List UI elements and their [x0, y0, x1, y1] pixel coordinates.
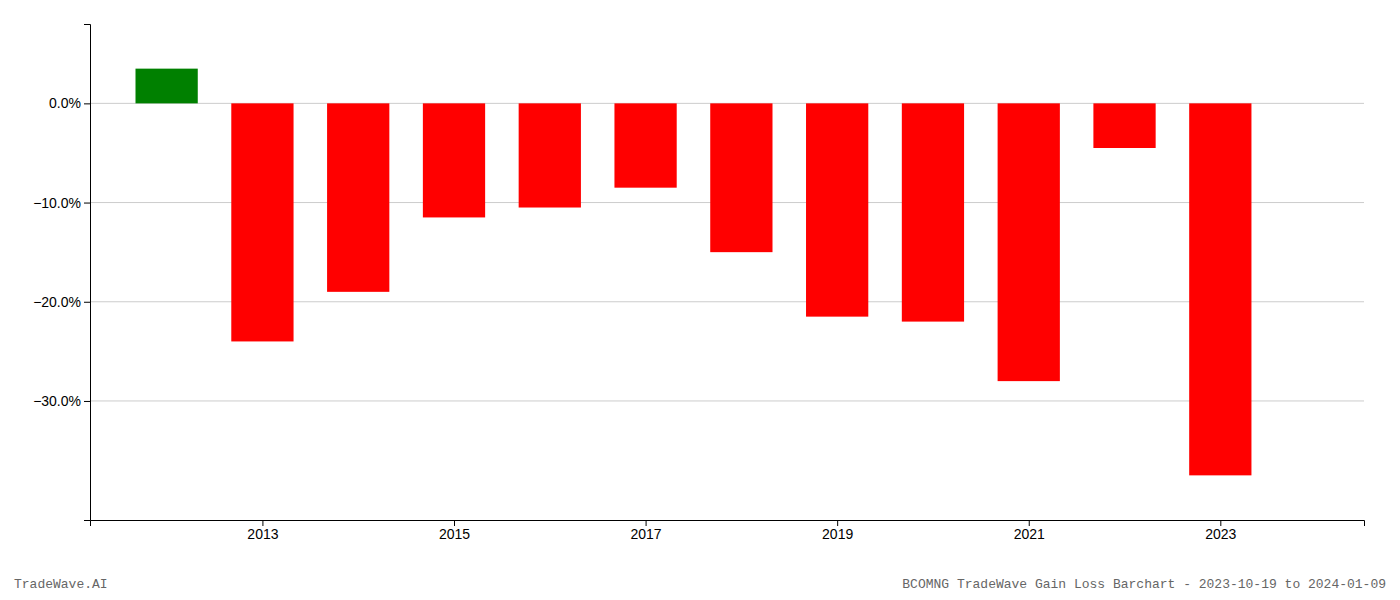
bar [423, 103, 485, 217]
x-tick-label: 2021 [1014, 526, 1045, 542]
x-tick-label: 2019 [822, 526, 853, 542]
x-tick: 2017 [631, 520, 662, 542]
x-tick: 2019 [822, 520, 853, 542]
x-tick: 2021 [1014, 520, 1045, 542]
y-tick-mark [84, 401, 90, 402]
y-tick: −10.0% [33, 195, 90, 211]
x-axis-line [91, 521, 1365, 527]
y-tick-label: −20.0% [33, 294, 81, 310]
bar [1093, 103, 1155, 148]
y-tick-mark [84, 203, 90, 204]
x-tick-label: 2023 [1205, 526, 1236, 542]
y-tick-label: −10.0% [33, 195, 81, 211]
grid-line [90, 400, 1364, 401]
y-axis: 0.0% −10.0% −20.0% −30.0% [33, 25, 90, 521]
chart: 2013 2015 2017 2019 2021 2023 0.0% −10.0% −20.0%… [0, 0, 1400, 600]
bar [519, 103, 581, 207]
x-tick: 2013 [247, 520, 278, 542]
bar [614, 103, 676, 187]
bar [136, 69, 198, 104]
y-axis-line [84, 25, 91, 521]
footer-text: TradeWave.AI [14, 577, 108, 592]
bar [1189, 103, 1251, 475]
x-tick-label: 2015 [439, 526, 470, 542]
y-tick: −30.0% [33, 393, 90, 409]
x-axis: 2013 2015 2017 2019 2021 2023 [91, 520, 1365, 542]
footer: TradeWave.AI BCOMNG TradeWave Gain Loss B… [14, 577, 1386, 592]
y-tick-mark [84, 103, 90, 104]
y-tick: −20.0% [33, 294, 90, 310]
x-tick: 2023 [1205, 520, 1236, 542]
plot-area [136, 69, 1252, 476]
x-tick-label: 2013 [247, 526, 278, 542]
bar [998, 103, 1060, 381]
bar [327, 103, 389, 291]
bar [902, 103, 964, 321]
bar [710, 103, 772, 252]
y-tick: 0.0% [49, 95, 90, 111]
bar [806, 103, 868, 316]
x-tick-label: 2017 [631, 526, 662, 542]
footer-text: BCOMNG TradeWave Gain Loss Barchart - 20… [902, 577, 1386, 592]
bar [231, 103, 293, 341]
y-tick-label: −30.0% [33, 393, 81, 409]
x-tick: 2015 [439, 520, 470, 542]
y-tick-label: 0.0% [49, 95, 81, 111]
grid [90, 103, 1364, 401]
y-tick-mark [84, 302, 90, 303]
